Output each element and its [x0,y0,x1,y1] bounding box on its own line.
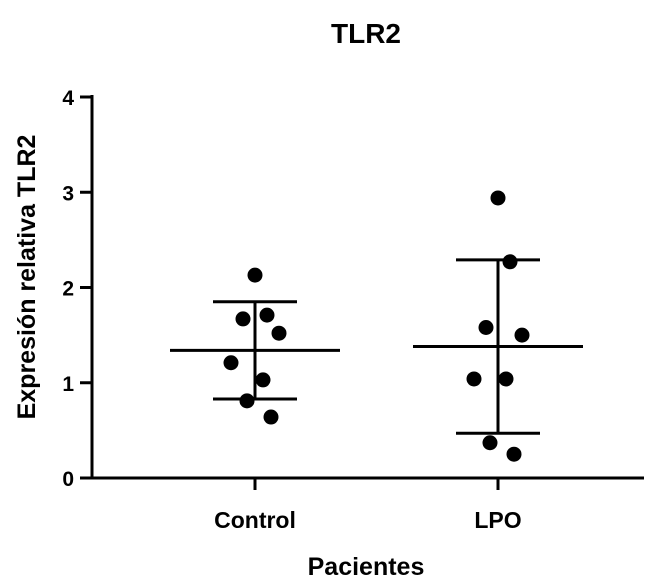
data-point [259,307,275,323]
data-point [502,254,518,270]
data-point [263,409,279,425]
y-axis-label: Expresión relativa TLR2 [13,135,41,420]
y-tick-label: 1 [62,373,74,396]
chart-title: TLR2 [331,18,401,49]
data-point [498,371,514,387]
y-tick-label: 2 [62,278,74,301]
group-lpo [413,190,583,462]
data-point [490,190,506,206]
data-point [271,325,287,341]
data-point [506,446,522,462]
y-tick-label: 4 [62,87,74,110]
data-point [514,327,530,343]
data-point [235,311,251,327]
data-point [466,371,482,387]
data-point [239,393,255,409]
x-tick-label: LPO [474,507,521,533]
x-axis-label: Pacientes [308,553,425,581]
data-point [247,267,263,283]
group-control [170,267,340,425]
chart-marks [170,190,583,462]
data-point [255,372,271,388]
y-tick-label: 3 [62,182,74,205]
data-point [478,320,494,336]
axes: 0 1 2 3 4 Control LPO [62,87,644,533]
data-point [223,355,239,371]
y-tick-label: 0 [62,468,74,491]
x-tick-label: Control [214,507,296,533]
data-point [482,435,498,451]
